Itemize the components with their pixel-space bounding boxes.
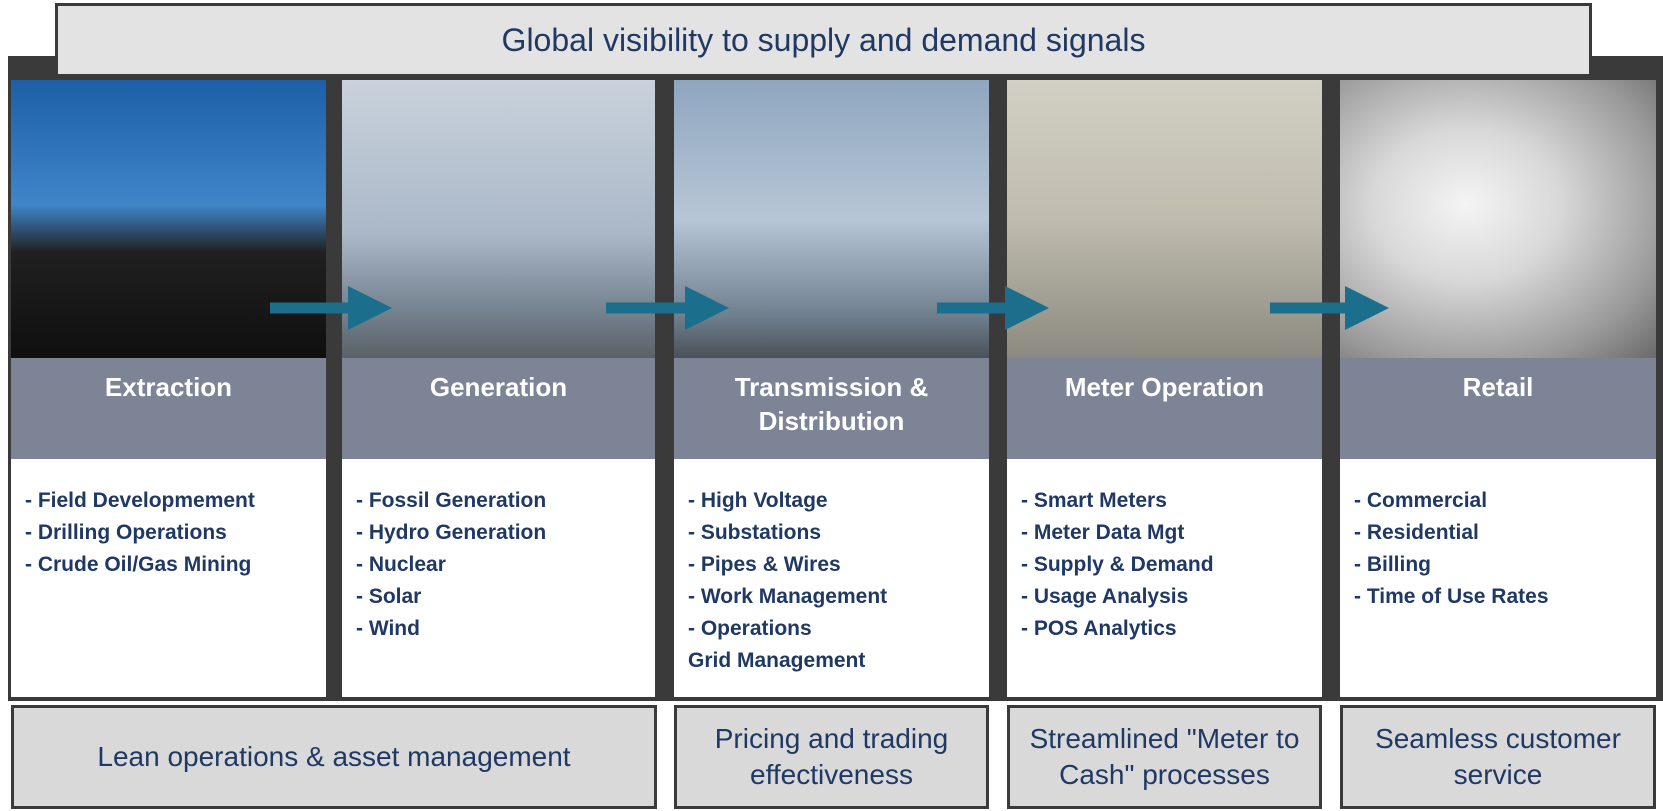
list-item: - Operations [688,613,975,645]
column-title: Generation [342,358,655,459]
list-item: - Hydro Generation [356,517,641,549]
list-item: - Pipes & Wires [688,549,975,581]
list-item: - Meter Data Mgt [1021,517,1308,549]
list-item: - Supply & Demand [1021,549,1308,581]
item-list: - Field Developmement- Drilling Operatio… [11,459,326,697]
list-item: - Substations [688,517,975,549]
column: Meter Operation- Smart Meters- Meter Dat… [1007,80,1322,697]
column-image [1007,80,1322,358]
footer-box: Lean operations & asset management [11,705,657,809]
list-item: - Billing [1354,549,1642,581]
column: Generation- Fossil Generation- Hydro Gen… [342,80,655,697]
item-list: - Commercial- Residential- Billing- Time… [1340,459,1656,697]
list-item: - High Voltage [688,485,975,517]
banner-title: Global visibility to supply and demand s… [55,3,1592,77]
column-image [1340,80,1656,358]
list-item: - Work Management [688,581,975,613]
list-item: - Commercial [1354,485,1642,517]
column-image [342,80,655,358]
column-title: Extraction [11,358,326,459]
footer-box: Seamless customer service [1340,705,1656,809]
list-item: - Fossil Generation [356,485,641,517]
column-title: Retail [1340,358,1656,459]
footer-box: Streamlined "Meter to Cash" processes [1007,705,1322,809]
column-image [11,80,326,358]
column-title: Meter Operation [1007,358,1322,459]
column-title: Transmission & Distribution [674,358,989,459]
footer-box: Pricing and trading effectiveness [674,705,989,809]
list-item: - Residential [1354,517,1642,549]
column-image [674,80,989,358]
list-item: - Field Developmement [25,485,312,517]
list-item: - Wind [356,613,641,645]
list-item: - Time of Use Rates [1354,581,1642,613]
item-list: - Smart Meters- Meter Data Mgt- Supply &… [1007,459,1322,697]
column: Retail- Commercial- Residential- Billing… [1340,80,1656,697]
column: Transmission & Distribution- High Voltag… [674,80,989,697]
list-item: - POS Analytics [1021,613,1308,645]
column: Extraction- Field Developmement- Drillin… [11,80,326,697]
list-item: Grid Management [688,645,975,677]
list-item: - Smart Meters [1021,485,1308,517]
list-item: - Nuclear [356,549,641,581]
item-list: - High Voltage- Substations- Pipes & Wir… [674,459,989,697]
list-item: - Drilling Operations [25,517,312,549]
list-item: - Usage Analysis [1021,581,1308,613]
list-item: - Solar [356,581,641,613]
page: {"header": {"title": "Global visibility … [0,0,1663,811]
list-item: - Crude Oil/Gas Mining [25,549,312,581]
item-list: - Fossil Generation- Hydro Generation- N… [342,459,655,697]
